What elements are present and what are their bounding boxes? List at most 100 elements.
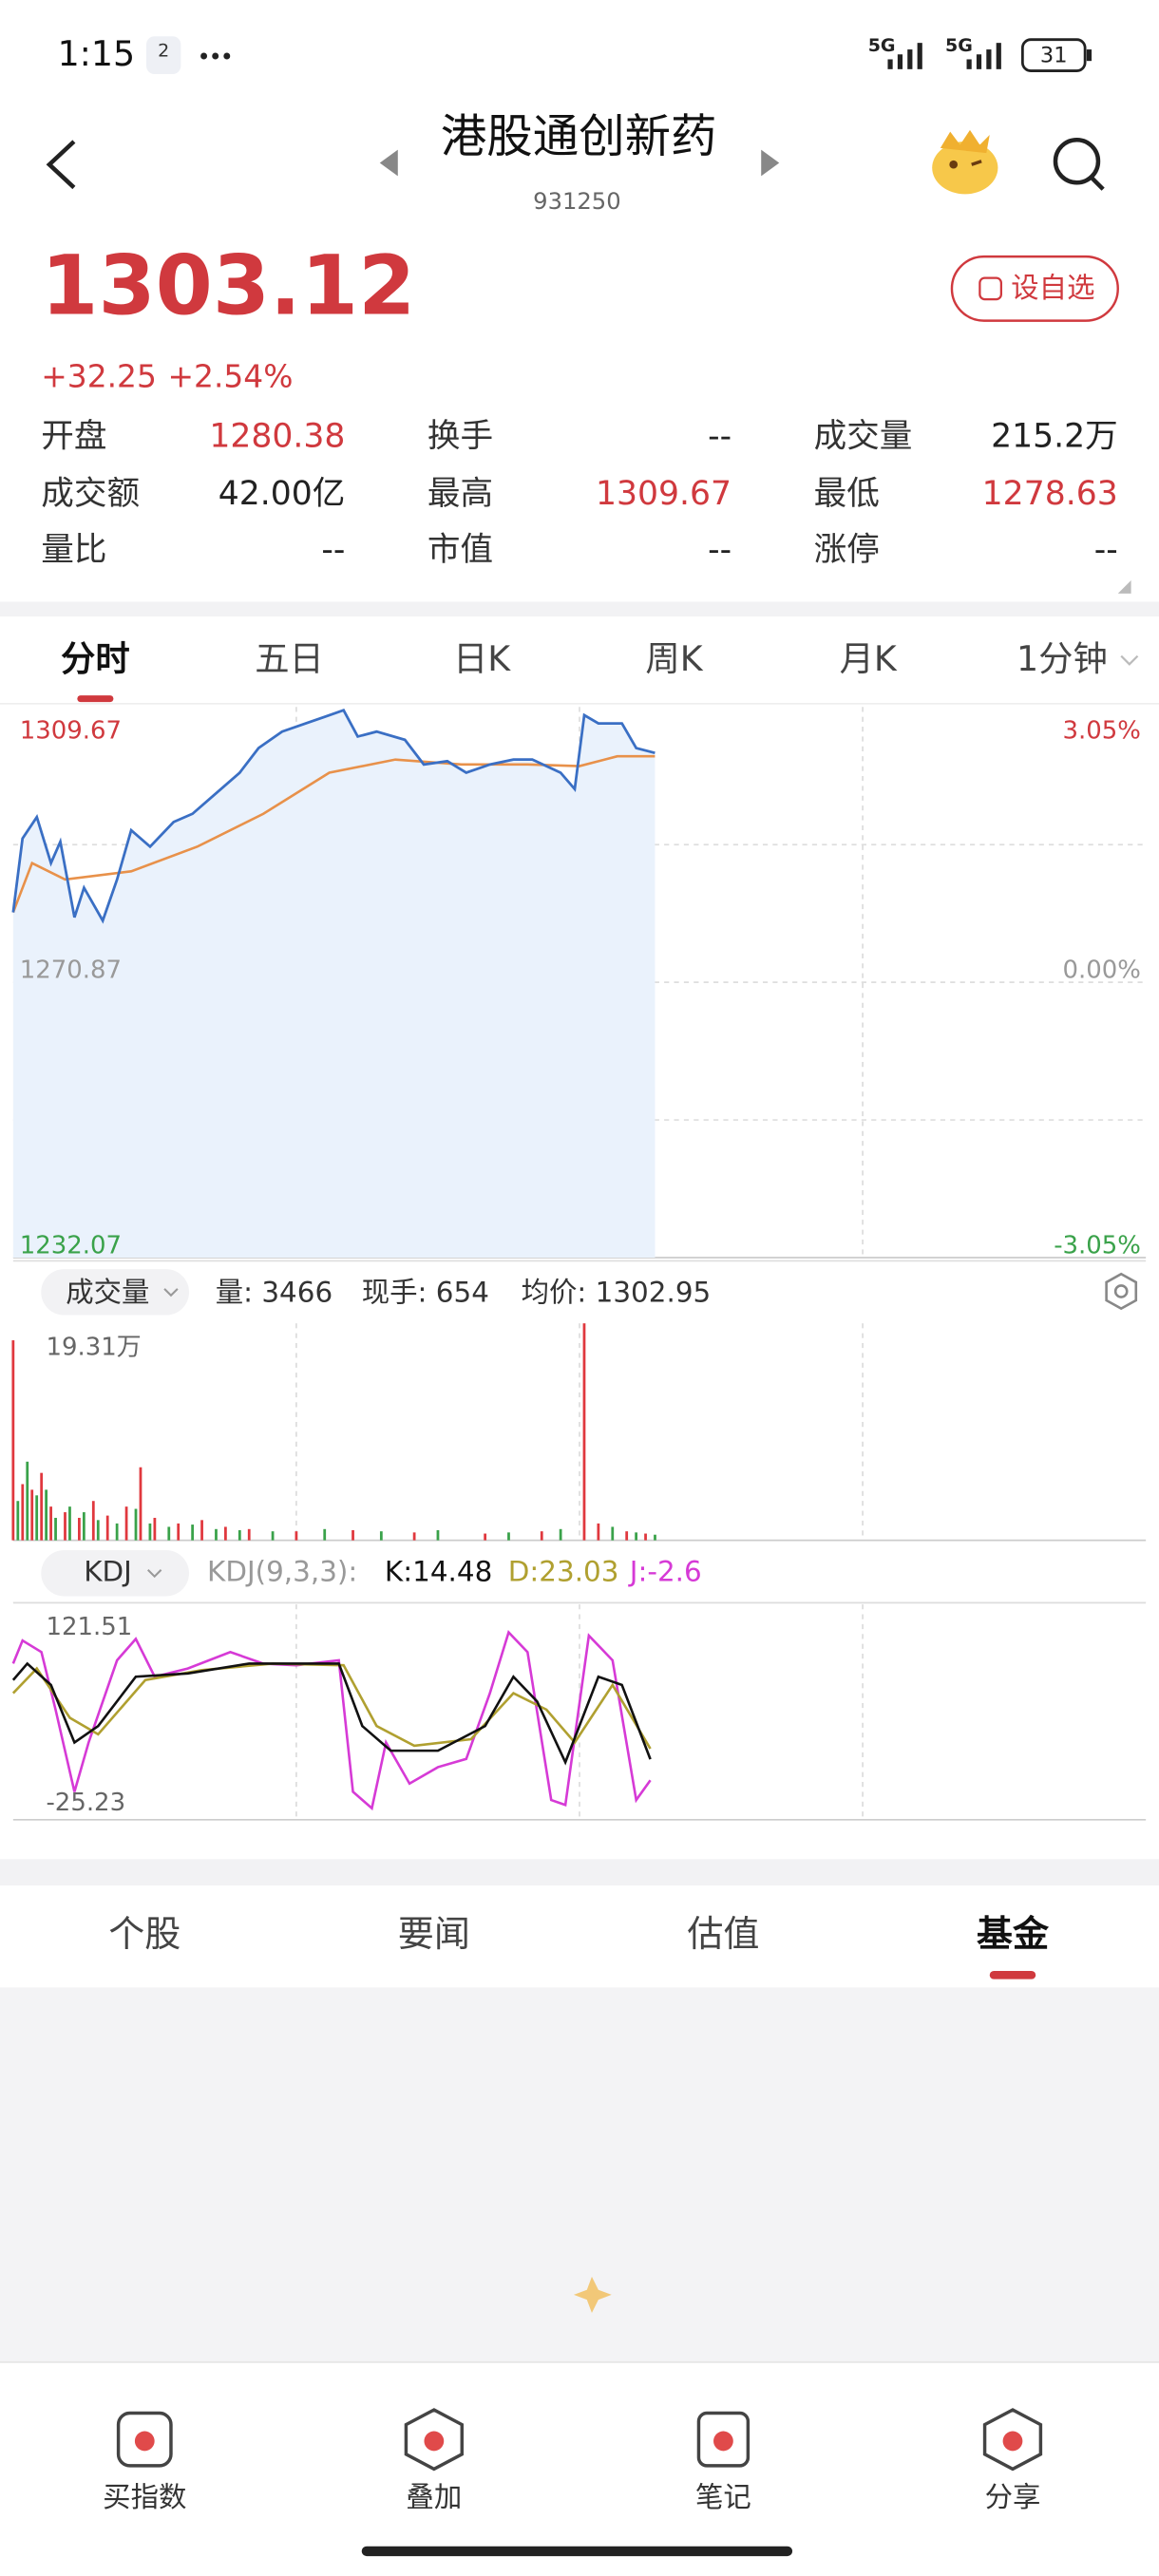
nav-icon[interactable] xyxy=(404,2408,464,2472)
info-tab[interactable]: 估值 xyxy=(687,1913,759,1955)
volume-bar xyxy=(54,1517,57,1541)
volume-bar xyxy=(644,1533,647,1541)
volume-bar xyxy=(30,1489,34,1541)
badge-bg xyxy=(146,36,181,75)
nav-icon[interactable] xyxy=(116,2411,173,2468)
volume-selector-label[interactable]: 成交量 xyxy=(66,1277,149,1309)
kdj-selector[interactable] xyxy=(41,1550,190,1597)
volume-bar xyxy=(82,1512,86,1541)
header-code: 931250 xyxy=(533,188,620,215)
period-tab[interactable]: 五日 xyxy=(255,638,324,679)
volume-bar xyxy=(26,1461,29,1541)
volume-bar xyxy=(436,1529,440,1541)
volume-bar xyxy=(238,1529,241,1541)
period-tab[interactable]: 月K xyxy=(840,638,898,679)
volume-bar xyxy=(68,1506,71,1541)
nav-icon-accent xyxy=(424,2431,445,2452)
nav-label[interactable]: 分享 xyxy=(985,2481,1041,2513)
volume-bar xyxy=(507,1532,510,1541)
volume-bar xyxy=(45,1489,48,1541)
stat-label: 开盘 xyxy=(41,417,106,455)
collapse-toggle[interactable] xyxy=(1117,580,1131,594)
period-tab[interactable]: 周K xyxy=(645,638,703,679)
volume-bar xyxy=(11,1340,15,1541)
prev-arrow[interactable] xyxy=(379,149,398,177)
nav-icon[interactable] xyxy=(982,2408,1043,2472)
battery-tip xyxy=(1086,49,1092,62)
kdj-k: K:14.48 xyxy=(385,1556,492,1588)
stat-label: 成交量 xyxy=(814,417,913,455)
next-arrow[interactable] xyxy=(761,149,780,177)
volume-bar xyxy=(148,1523,152,1541)
y-tick-label: 1232.07 xyxy=(20,1231,122,1260)
volume-bar xyxy=(91,1501,95,1541)
average-line xyxy=(11,754,656,914)
volume-bar xyxy=(247,1528,251,1541)
volume-bar xyxy=(40,1472,44,1541)
y-tick-label: -25.23 xyxy=(46,1789,125,1817)
divider xyxy=(0,601,1159,617)
volume-bar xyxy=(323,1528,327,1541)
mascot-icon[interactable] xyxy=(932,129,998,195)
stat-label: 涨停 xyxy=(814,531,880,569)
info-tab[interactable]: 要闻 xyxy=(398,1913,470,1955)
header-title: 港股通创新药 xyxy=(441,110,717,163)
stat-value: -- xyxy=(708,531,732,569)
volume-bar xyxy=(611,1526,615,1541)
volume-bar xyxy=(379,1531,383,1541)
search-button[interactable] xyxy=(1053,137,1105,191)
nav-icon[interactable] xyxy=(696,2411,750,2468)
network-2: 5G xyxy=(945,35,973,56)
stat-value: -- xyxy=(708,417,732,455)
loading-sparkle xyxy=(573,2276,612,2313)
settings-button[interactable] xyxy=(1105,1272,1138,1311)
volume-bar xyxy=(215,1528,218,1541)
volume-bar xyxy=(167,1526,171,1541)
volume-bar xyxy=(200,1520,203,1541)
volume-bar xyxy=(49,1506,52,1541)
info-tab[interactable]: 个股 xyxy=(108,1913,180,1955)
nav-icon-accent xyxy=(1002,2431,1023,2452)
nav-label[interactable]: 笔记 xyxy=(695,2481,751,2513)
period-tab[interactable]: 日K xyxy=(453,638,511,679)
watch-button[interactable] xyxy=(950,255,1119,322)
volume-bar xyxy=(635,1532,637,1541)
volume-bar xyxy=(191,1525,195,1541)
y-tick-label: 121.51 xyxy=(46,1613,132,1641)
signal-icons xyxy=(887,43,1001,69)
volume-bar xyxy=(294,1531,298,1541)
volume-bar xyxy=(124,1506,128,1541)
price: 1303.12 xyxy=(41,238,415,333)
kdj-d-line xyxy=(11,1662,652,1750)
network-1: 5G xyxy=(868,35,896,56)
volume-bar xyxy=(597,1523,600,1541)
kdj-selector-label[interactable]: KDJ xyxy=(84,1556,132,1588)
content-area xyxy=(0,1987,1159,2362)
nav-icon-accent xyxy=(134,2431,155,2452)
volume-bar xyxy=(224,1526,227,1541)
nav-label[interactable]: 叠加 xyxy=(406,2481,462,2513)
volume-avg-price: 均价: 1302.95 xyxy=(522,1277,712,1309)
kdj-params: KDJ(9,3,3): xyxy=(207,1556,357,1588)
volume-bar xyxy=(177,1523,180,1541)
volume-bar xyxy=(78,1517,81,1541)
tab-underline xyxy=(77,695,114,703)
caret xyxy=(147,1569,162,1579)
nav-icon-accent xyxy=(713,2431,733,2452)
price-area xyxy=(12,710,656,1258)
volume-bar xyxy=(96,1520,100,1541)
watch-label[interactable]: 设自选 xyxy=(1011,272,1094,304)
kdj-d: D:23.03 xyxy=(508,1556,619,1588)
back-button[interactable] xyxy=(46,140,76,190)
period-tab[interactable]: 1分钟 xyxy=(1016,638,1108,679)
period-tabs: 分时 五日 日K 周K 月K 1分钟 xyxy=(61,638,1139,703)
volume-bar xyxy=(582,1323,586,1541)
nav-label[interactable]: 买指数 xyxy=(103,2481,186,2513)
status-time: 1:15 xyxy=(58,33,136,74)
volume-selector[interactable] xyxy=(41,1269,190,1316)
info-tab[interactable]: 基金 xyxy=(977,1913,1050,1955)
volume-bar xyxy=(559,1528,562,1541)
period-tab[interactable]: 分时 xyxy=(61,638,130,679)
settings-dot xyxy=(1113,1284,1129,1298)
